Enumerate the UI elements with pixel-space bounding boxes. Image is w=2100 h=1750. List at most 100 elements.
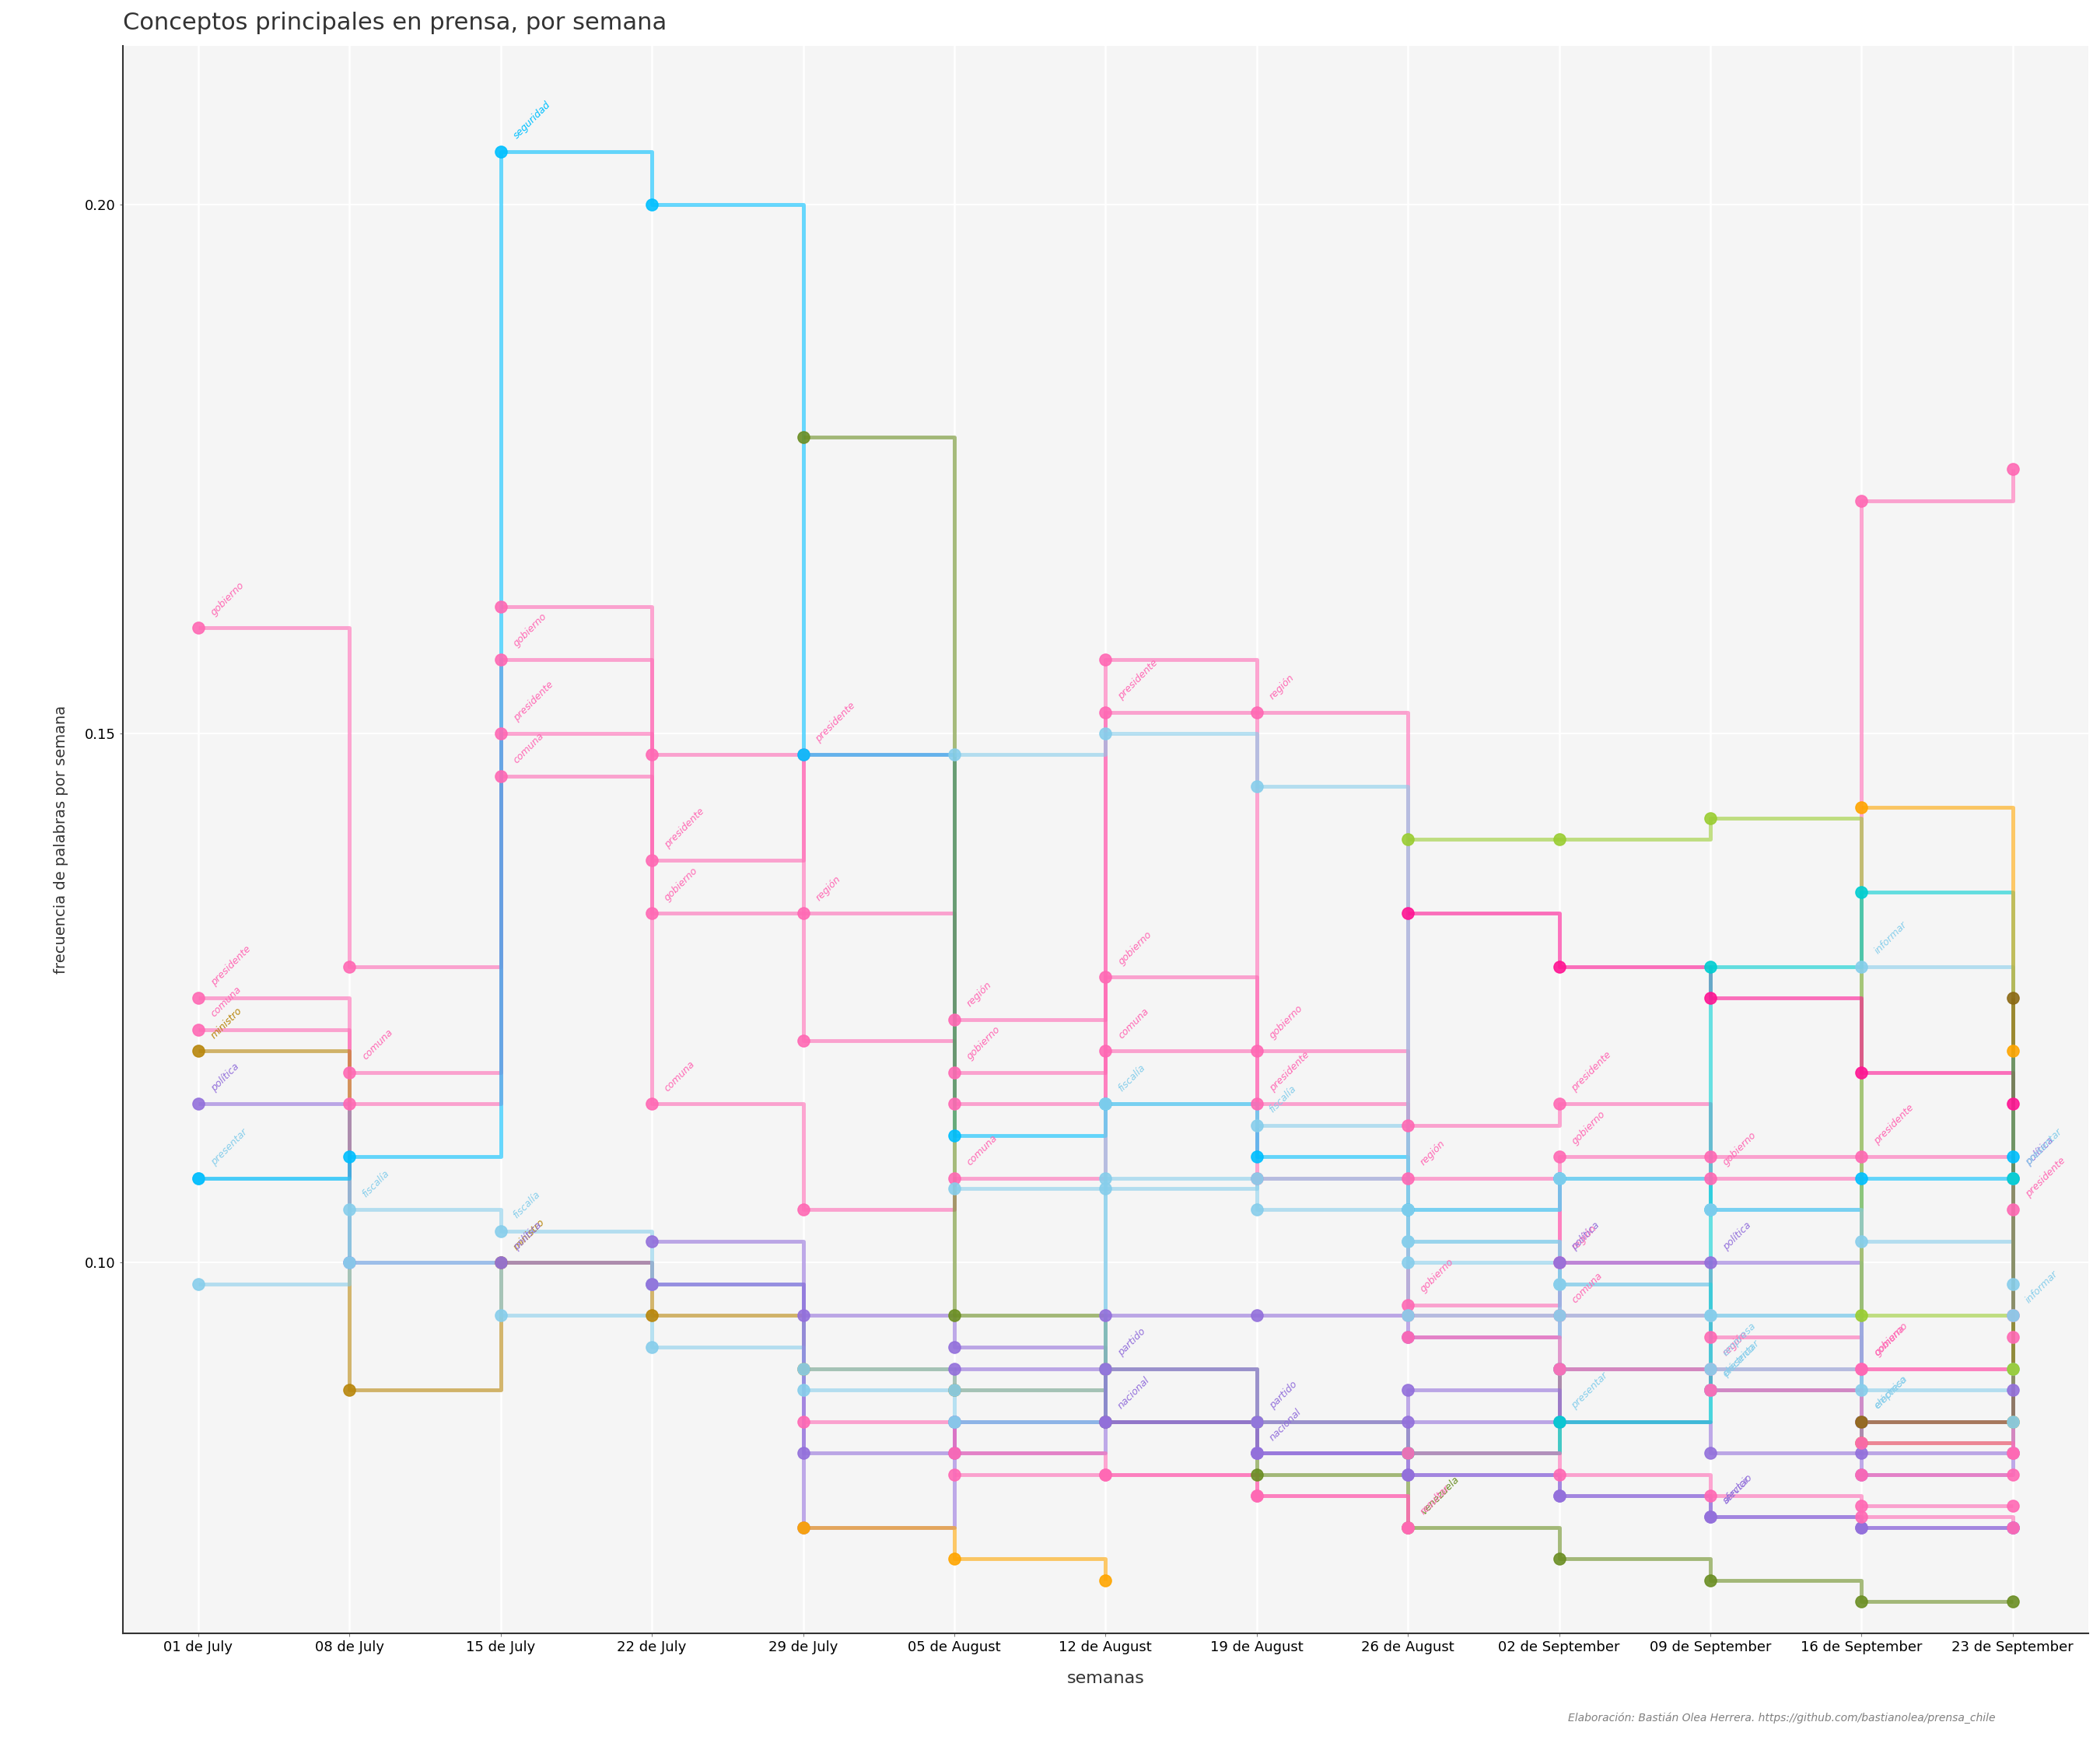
Text: política: política [510, 1220, 544, 1251]
Text: gobierno: gobierno [1720, 1130, 1758, 1167]
Point [1541, 1354, 1575, 1382]
Point [1995, 1164, 2029, 1192]
Point [1541, 1143, 1575, 1171]
Point [1390, 1227, 1424, 1255]
Point [1541, 1354, 1575, 1382]
Point [1390, 1292, 1424, 1320]
Point [1088, 962, 1121, 990]
X-axis label: semanas: semanas [1067, 1670, 1144, 1685]
Text: presidente: presidente [2022, 1155, 2066, 1199]
Point [785, 740, 819, 768]
Point [937, 1545, 970, 1573]
Point [1541, 1164, 1575, 1192]
Point [483, 1216, 517, 1244]
Point [1239, 1407, 1273, 1435]
Text: partido: partido [1266, 1379, 1300, 1410]
Text: comuna: comuna [208, 985, 244, 1018]
Point [1239, 1438, 1273, 1466]
Point [332, 1143, 365, 1171]
Point [785, 1302, 819, 1330]
Point [1390, 1514, 1424, 1542]
Point [1995, 1270, 2029, 1298]
Point [1541, 1270, 1575, 1298]
Point [1693, 1250, 1726, 1278]
Point [1390, 1438, 1424, 1466]
Text: región: región [1266, 672, 1296, 702]
Point [785, 740, 819, 768]
Point [1088, 1407, 1121, 1435]
Point [634, 1334, 668, 1362]
Text: comuna: comuna [964, 1132, 1000, 1167]
Point [1541, 1482, 1575, 1510]
Point [785, 1195, 819, 1223]
Text: servicio: servicio [1720, 1472, 1756, 1507]
Point [785, 900, 819, 928]
Point [1844, 1503, 1877, 1531]
Point [1995, 1302, 2029, 1330]
Text: presidente: presidente [510, 679, 554, 723]
Point [1844, 1460, 1877, 1488]
Point [937, 1090, 970, 1118]
Point [1541, 1407, 1575, 1435]
Point [1693, 1354, 1726, 1382]
Point [1693, 1566, 1726, 1594]
Point [937, 1407, 970, 1435]
Point [1844, 1438, 1877, 1466]
Point [1390, 1302, 1424, 1330]
Point [1541, 1250, 1575, 1278]
Point [1239, 1164, 1273, 1192]
Point [1844, 1407, 1877, 1435]
Text: partido: partido [1115, 1326, 1149, 1358]
Text: política: política [1720, 1220, 1753, 1251]
Point [1390, 1460, 1424, 1488]
Point [1995, 1514, 2029, 1542]
Point [785, 1376, 819, 1404]
Text: presidente: presidente [662, 807, 706, 850]
Point [1088, 1354, 1121, 1382]
Point [937, 1164, 970, 1192]
Point [1693, 1164, 1726, 1192]
Text: presidente: presidente [1266, 1050, 1310, 1094]
Point [1995, 984, 2029, 1012]
Point [937, 1334, 970, 1362]
Point [332, 1250, 365, 1278]
Text: comuna: comuna [1871, 1323, 1907, 1358]
Point [1995, 1587, 2029, 1615]
Point [1995, 1438, 2029, 1466]
Point [937, 1302, 970, 1330]
Point [634, 1270, 668, 1298]
Point [1390, 900, 1424, 928]
Point [1844, 794, 1877, 822]
Point [1844, 1164, 1877, 1192]
Point [1995, 1302, 2029, 1330]
Text: comuna: comuna [359, 1027, 395, 1062]
Text: presidente: presidente [1871, 1102, 1915, 1146]
Point [332, 1059, 365, 1087]
Point [1390, 1438, 1424, 1466]
Point [1088, 1302, 1121, 1330]
Text: venezuela: venezuela [1418, 1474, 1462, 1517]
Point [937, 740, 970, 768]
Point [1390, 1227, 1424, 1255]
Point [1995, 1090, 2029, 1118]
Point [1088, 1460, 1121, 1488]
Point [1995, 1143, 2029, 1171]
Text: gobierno: gobierno [662, 864, 699, 903]
Text: presidente: presidente [208, 943, 252, 987]
Point [1390, 1407, 1424, 1435]
Point [1390, 826, 1424, 854]
Text: gobierno: gobierno [510, 611, 548, 649]
Point [1390, 1250, 1424, 1278]
Point [181, 1038, 214, 1066]
Text: empresa: empresa [1720, 1321, 1758, 1358]
Point [1541, 1302, 1575, 1330]
Point [483, 1302, 517, 1330]
Point [1995, 1407, 2029, 1435]
Text: nacional: nacional [1266, 1407, 1304, 1442]
Point [785, 1407, 819, 1435]
Point [937, 1438, 970, 1466]
Text: informar: informar [2022, 1269, 2060, 1306]
Point [1844, 1407, 1877, 1435]
Point [785, 1438, 819, 1466]
Point [1995, 1376, 2029, 1404]
